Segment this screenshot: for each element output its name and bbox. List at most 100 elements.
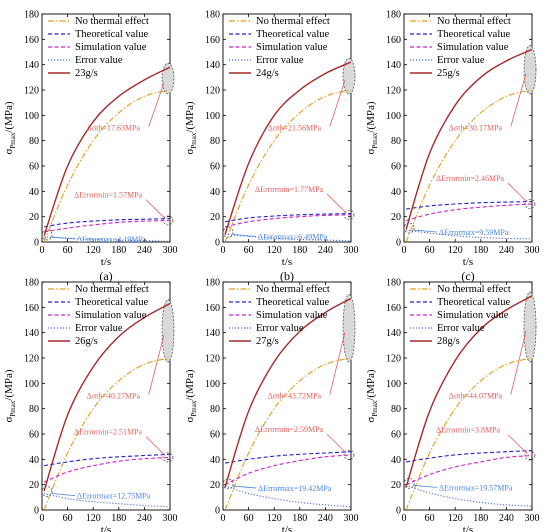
highlight-ellipse-end xyxy=(343,449,355,460)
legend-label-no_thermal: No thermal effect xyxy=(75,284,149,295)
series-line-error xyxy=(406,229,533,240)
x-tick-label: 300 xyxy=(163,513,178,524)
legend-label-no_thermal: No thermal effect xyxy=(256,16,330,27)
series-line-no_thermal xyxy=(224,89,352,243)
series-line-error xyxy=(43,492,171,508)
annotation-arrow-dth xyxy=(329,79,346,127)
y-tick-label: 140 xyxy=(386,328,401,339)
y-tick-label: 180 xyxy=(386,278,401,289)
x-tick-label: 60 xyxy=(63,513,73,524)
legend-label-simulation: Simulation value xyxy=(75,42,147,53)
plot-frame xyxy=(41,281,171,511)
legend-label-error: Error value xyxy=(437,55,485,66)
y-tick-label: 80 xyxy=(210,136,220,147)
annotation-arrow-emax xyxy=(232,485,257,489)
y-tick-label: 100 xyxy=(386,379,401,390)
annotation-arrow-emin xyxy=(507,434,528,454)
chart-panel: 0 20 40 60 80 100 120 140 160 180 0 60 120 180 240 300 t… xyxy=(184,278,359,532)
annotation-arrow-dth xyxy=(510,330,527,395)
legend-label-simulation: Simulation value xyxy=(75,310,147,321)
x-tick-label: 180 xyxy=(473,245,488,256)
x-axis-label: t/s xyxy=(463,256,473,268)
y-tick-label: 40 xyxy=(210,187,220,198)
series-line-theoretical xyxy=(225,451,352,464)
y-tick-label: 120 xyxy=(205,354,220,365)
y-tick-label: 60 xyxy=(391,162,401,173)
x-tick-label: 180 xyxy=(111,513,126,524)
legend-label-theoretical: Theoretical value xyxy=(437,297,511,308)
y-tick-label: 20 xyxy=(210,480,220,491)
y-tick-label: 140 xyxy=(24,60,39,71)
y-tick-label: 100 xyxy=(386,111,401,122)
x-axis-label: t/s xyxy=(101,524,111,532)
series-line-theoretical xyxy=(225,212,352,223)
x-axis-label: t/s xyxy=(282,524,292,532)
annotation-arrow-dth xyxy=(329,332,346,395)
y-tick-label: 80 xyxy=(29,136,39,147)
x-tick-label: 180 xyxy=(292,245,307,256)
y-tick-label: 60 xyxy=(29,430,39,441)
y-label-symbol: σ xyxy=(365,149,377,155)
legend-label-error: Error value xyxy=(437,323,485,334)
legend-label-simulation: Simulation value xyxy=(256,310,328,321)
x-tick-label: 0 xyxy=(402,245,407,256)
chart-panel: 0 20 40 60 80 100 120 140 160 180 0 60 120 180 240 300 t… xyxy=(3,10,178,284)
highlight-ellipse-max xyxy=(342,294,356,363)
y-tick-label: 180 xyxy=(205,10,220,21)
y-label-unit: /(MPa) xyxy=(184,369,196,401)
annotation-error-min: ΔErrormin=1.77MPa xyxy=(255,185,324,194)
y-tick-label: 140 xyxy=(24,328,39,339)
series-line-main xyxy=(405,48,533,230)
y-tick-label: 160 xyxy=(24,35,39,46)
y-tick-label: 120 xyxy=(386,354,401,365)
y-axis-label: σPmax/(MPa) xyxy=(3,369,17,422)
plot-frame xyxy=(41,13,171,243)
series-line-theoretical xyxy=(44,218,171,228)
annotation-error-min: ΔErrormin=1.57MPa xyxy=(74,191,143,200)
series-line-main xyxy=(43,66,171,236)
y-label-subscript: Pmax xyxy=(371,400,379,416)
annotation-arrow-emax xyxy=(413,484,438,488)
y-label-unit: /(MPa) xyxy=(3,101,15,133)
y-axis-label: σPmax/(MPa) xyxy=(365,369,379,422)
chart-panel: 0 20 40 60 80 100 120 140 160 180 0 60 120 180 240 300 t… xyxy=(365,278,540,532)
y-tick-label: 80 xyxy=(391,136,401,147)
annotation-arrow-emin xyxy=(326,193,347,214)
annotation-error-max: ΔErrormax=4.19MPa xyxy=(77,235,147,244)
highlight-ellipse-max xyxy=(523,45,537,95)
x-tick-label: 300 xyxy=(344,513,359,524)
legend-label-theoretical: Theoretical value xyxy=(75,29,149,40)
y-tick-label: 0 xyxy=(34,506,39,517)
y-label-subscript: Pmax xyxy=(190,400,198,416)
x-tick-label: 300 xyxy=(344,245,359,256)
y-tick-label: 120 xyxy=(24,86,39,97)
highlight-ellipse-max xyxy=(161,62,175,95)
annotation-error-min: ΔErrormin=2.59MPa xyxy=(255,425,324,434)
y-tick-label: 120 xyxy=(386,86,401,97)
series-line-main xyxy=(224,61,352,235)
y-axis-label: σPmax/(MPa) xyxy=(3,101,17,154)
annotation-error-max: ΔErrormax=19.57MPa xyxy=(439,483,513,492)
y-tick-label: 100 xyxy=(24,111,39,122)
highlight-ellipse-start xyxy=(41,229,53,241)
panel-label: (b) xyxy=(280,269,294,283)
plot-frame xyxy=(403,13,533,243)
legend-label-simulation: Simulation value xyxy=(437,42,509,53)
y-tick-label: 20 xyxy=(29,480,39,491)
x-axis-label: t/s xyxy=(463,524,473,532)
y-axis-label: σPmax/(MPa) xyxy=(365,101,379,154)
annotation-arrow-emax xyxy=(413,229,438,233)
x-tick-label: 120 xyxy=(267,245,282,256)
y-tick-label: 80 xyxy=(210,404,220,415)
x-tick-label: 300 xyxy=(525,513,540,524)
y-tick-label: 120 xyxy=(24,354,39,365)
chart-panel: 0 20 40 60 80 100 120 140 160 180 0 60 120 180 240 300 t… xyxy=(365,10,540,284)
y-tick-label: 100 xyxy=(24,379,39,390)
annotation-delta-sigma-th: Δσth=21.56MPa xyxy=(268,124,322,133)
y-tick-label: 140 xyxy=(205,60,220,71)
x-tick-label: 120 xyxy=(448,245,463,256)
annotation-arrow-emax xyxy=(232,234,257,237)
y-tick-label: 20 xyxy=(210,212,220,223)
highlight-ellipse-start xyxy=(403,222,415,234)
